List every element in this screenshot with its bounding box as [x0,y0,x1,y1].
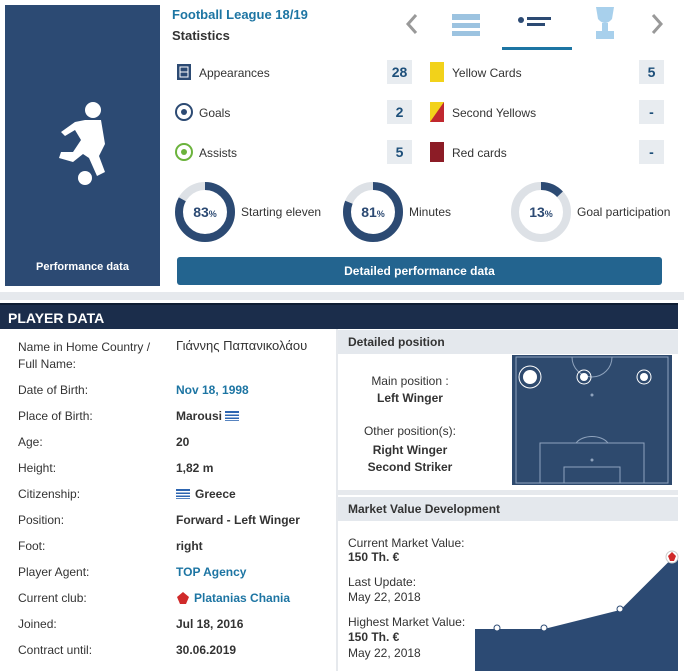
nav-next[interactable] [650,13,664,35]
ring-number: 81 [361,204,377,220]
stat-label: Appearances [199,66,270,80]
update-label: Last Update: [348,575,417,589]
flag [176,489,190,499]
ring-value: 83% [193,204,217,220]
other-position-label: Other position(s): [363,424,457,438]
stat-value: 28 [387,60,412,84]
market-graph [475,550,679,671]
side-label: Performance data [36,261,129,273]
row-label: Name in Home Country / Full Name: [18,340,151,371]
row-label: Citizenship: [18,487,81,501]
row-label: Joined: [18,617,57,631]
stat-value: - [639,140,664,164]
league-logo[interactable] [590,5,620,41]
ring-value: 81% [361,204,385,220]
stat-label: Assists [199,146,238,160]
row-label: Player Agent: [18,565,90,579]
appearances-icon [177,64,191,80]
row-value: right [176,539,203,553]
highest-value: 150 Th. € [348,630,400,644]
red-card-icon [430,142,444,162]
stat-label: Second Yellows [452,106,537,120]
section-title: PLAYER DATA [0,303,678,329]
row-value[interactable]: Platanias Chania [194,591,291,605]
column-divider [336,329,338,671]
row-label: Height: [18,461,57,475]
row-value: 20 [176,435,190,449]
competition[interactable]: Football League 18/19 [172,7,308,22]
update-date: May 22, 2018 [348,590,421,604]
highest-label: Highest Market Value: [348,615,466,629]
rings: 83% Starting eleven 81% Minutes 13% Goal part… [175,182,670,242]
player-icon [59,102,105,185]
other-position: Second Striker [367,460,453,474]
row-label: Place of Birth: [18,409,93,423]
panel-title: Detailed position [338,330,678,354]
current-value: 150 Th. € [348,550,400,564]
separator [0,292,684,300]
assists-icon [175,143,193,161]
other-position: Right Winger [372,443,448,457]
ring-unit: % [545,209,553,219]
ring-number: 13 [529,204,545,220]
row-label: Date of Birth: [18,383,89,397]
nav-prev[interactable] [405,13,419,35]
league-logo[interactable] [450,8,482,40]
row-value[interactable]: Nov 18, 1998 [176,383,249,397]
separator [338,490,678,495]
stat-label: Yellow Cards [452,66,522,80]
ring-label: Starting eleven [241,205,321,219]
row-label: Foot: [18,539,46,553]
active-tab-underline [502,47,572,50]
ring-label: Minutes [409,205,451,219]
stat-label: Red cards [452,146,507,160]
ring-unit: % [377,209,385,219]
club-icon [177,592,189,604]
stat-value: 5 [387,140,412,164]
ring-unit: % [209,209,217,219]
row-value: 30.06.2019 [176,643,237,657]
ring-arc [511,182,571,242]
main-position-label: Main position : [371,374,449,388]
row-label: Age: [18,435,43,449]
main-position: Left Winger [377,391,443,405]
row-value[interactable]: TOP Agency [176,565,247,579]
league-logo[interactable] [515,12,555,36]
panel-title: Market Value Development [338,497,678,521]
row-label: Current club: [18,591,87,605]
row-value: Jul 18, 2016 [176,617,244,631]
stat-value: 2 [387,100,412,124]
stat-value: 5 [639,60,664,84]
row-label: Contract until: [18,643,93,657]
goals-icon [175,103,193,121]
ring-arc [343,182,403,242]
ring-number: 83 [193,204,209,220]
ring-value: 13% [529,204,553,220]
subtitle: Statistics [172,28,230,43]
row-value: Γιάννης Παπανικολάου [176,338,308,353]
stat-label: Goals [199,106,231,120]
row-label: Position: [18,513,65,527]
yellow-card-icon [430,62,444,82]
second-yellow-icon [430,102,444,122]
row-value: Forward - Left Winger [176,513,300,527]
ring-label: Goal participation [577,205,670,219]
highest-date: May 22, 2018 [348,646,421,660]
row-value: Marousi [176,409,223,423]
detailed-performance-button[interactable]: Detailed performance data [177,257,662,285]
pitch [512,355,672,485]
flag [225,411,239,421]
current-label: Current Market Value: [348,536,465,550]
row-value: Greece [195,487,236,501]
ring-arc [175,182,235,242]
row-value: 1,82 m [176,461,214,475]
stat-value: - [639,100,664,124]
